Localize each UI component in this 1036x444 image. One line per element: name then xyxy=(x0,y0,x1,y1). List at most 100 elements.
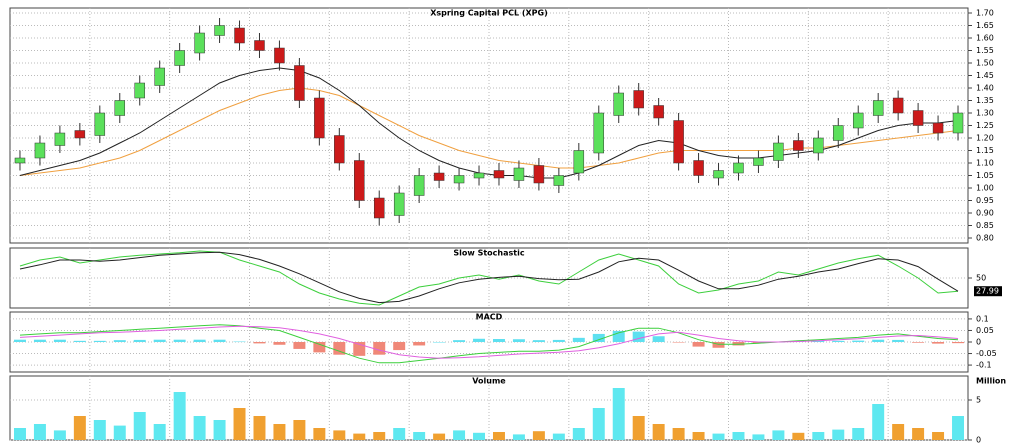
volume-bar xyxy=(113,425,126,440)
volume-bar xyxy=(652,424,665,440)
volume-bar xyxy=(153,424,166,440)
histogram-bar xyxy=(592,333,605,342)
histogram-bar xyxy=(33,339,46,342)
y-tick-label: 1.10 xyxy=(976,159,994,168)
histogram-bar xyxy=(612,330,625,342)
volume-bar xyxy=(193,416,206,440)
volume-bar xyxy=(333,430,346,440)
histogram-bar xyxy=(453,340,466,342)
candle-body xyxy=(693,160,704,176)
volume-bar xyxy=(93,420,106,440)
candle-body xyxy=(833,125,844,141)
indicator-line xyxy=(19,67,959,179)
histogram-bar xyxy=(912,342,925,343)
y-tick-label: -0.1 xyxy=(976,361,992,370)
volume-bar xyxy=(772,430,785,440)
histogram-bar xyxy=(373,342,386,355)
candle-body xyxy=(513,167,525,181)
volume-bar xyxy=(952,416,965,440)
candle-body xyxy=(493,170,505,179)
candle-body xyxy=(154,67,165,86)
y-tick-label: 1.55 xyxy=(976,46,994,55)
candle-body xyxy=(174,50,185,66)
volume-bar xyxy=(393,428,406,440)
y-tick-label: 1.05 xyxy=(976,171,994,180)
y-tick-label: 1.00 xyxy=(976,184,994,193)
y-tick-label: -0.05 xyxy=(976,349,997,358)
candle-body xyxy=(952,112,964,134)
histogram-bar xyxy=(952,342,965,344)
volume-bar xyxy=(612,388,625,440)
volume-bar xyxy=(672,428,685,440)
histogram-bar xyxy=(712,342,725,348)
histogram-bar xyxy=(353,342,366,356)
histogram-bar xyxy=(812,340,825,342)
candle-body xyxy=(872,100,884,116)
volume-bar xyxy=(273,424,286,440)
volume-bar xyxy=(433,433,446,440)
candle-body xyxy=(234,27,245,44)
y-tick-label: 1.15 xyxy=(976,146,994,155)
volume-bar xyxy=(872,404,885,440)
y-tick-label: 5 xyxy=(976,396,981,405)
volume-bar xyxy=(572,428,585,440)
histogram-bar xyxy=(852,340,865,342)
candle-body xyxy=(214,25,225,36)
indicator-line xyxy=(19,325,959,359)
histogram-bar xyxy=(572,337,585,342)
volume-bar xyxy=(353,433,366,440)
candle-body xyxy=(433,172,445,181)
candle-body xyxy=(753,157,764,166)
y-tick-label: 1.25 xyxy=(976,121,994,130)
histogram-bar xyxy=(932,342,945,344)
panel-title: Xspring Capital PCL (XPG) xyxy=(430,9,548,18)
indicator-line xyxy=(19,251,959,304)
candle-body xyxy=(773,142,784,161)
y-tick-label: 0.05 xyxy=(976,326,994,335)
histogram-bar xyxy=(433,342,446,343)
histogram-bar xyxy=(752,342,765,344)
candle-body xyxy=(334,135,345,164)
y-tick-label: 0.1 xyxy=(976,314,989,323)
histogram-bar xyxy=(133,339,146,342)
volume-bar xyxy=(592,408,605,440)
histogram-bar xyxy=(393,342,406,351)
y-tick-label: 50 xyxy=(976,274,986,283)
candle-body xyxy=(793,140,804,151)
panel-title: Slow Stochastic xyxy=(453,249,524,258)
volume-bar xyxy=(453,430,466,440)
candle-body xyxy=(473,172,485,179)
histogram-bar xyxy=(492,339,505,342)
histogram-bar xyxy=(333,342,346,355)
histogram-bar xyxy=(113,340,126,342)
y-tick-label: 0.85 xyxy=(976,221,994,230)
candle-body xyxy=(194,32,205,54)
volume-bar xyxy=(632,416,645,440)
volume-bar xyxy=(492,432,505,440)
candle-body xyxy=(613,92,624,116)
candle-body xyxy=(373,197,385,219)
y-tick-label: 0.95 xyxy=(976,196,994,205)
candle-body xyxy=(274,47,285,64)
histogram-bar xyxy=(532,340,545,342)
histogram-bar xyxy=(173,339,186,342)
candle-body xyxy=(413,175,425,196)
volume-bar xyxy=(373,432,386,440)
candle-body xyxy=(34,142,46,159)
histogram-bar xyxy=(193,339,206,342)
y-tick-label: 0.80 xyxy=(976,234,994,243)
candle-body xyxy=(673,120,684,164)
candle-body xyxy=(74,130,86,139)
histogram-bar xyxy=(153,339,166,342)
y-axis-label: Million xyxy=(976,377,1006,386)
y-tick-label: 1.45 xyxy=(976,71,994,80)
panel-title: MACD xyxy=(476,313,503,322)
histogram-bar xyxy=(293,342,306,349)
volume-bar xyxy=(233,408,246,440)
volume-bar xyxy=(473,432,486,440)
volume-bar xyxy=(752,434,765,440)
y-tick-label: 1.20 xyxy=(976,134,994,143)
candle-body xyxy=(354,160,365,201)
